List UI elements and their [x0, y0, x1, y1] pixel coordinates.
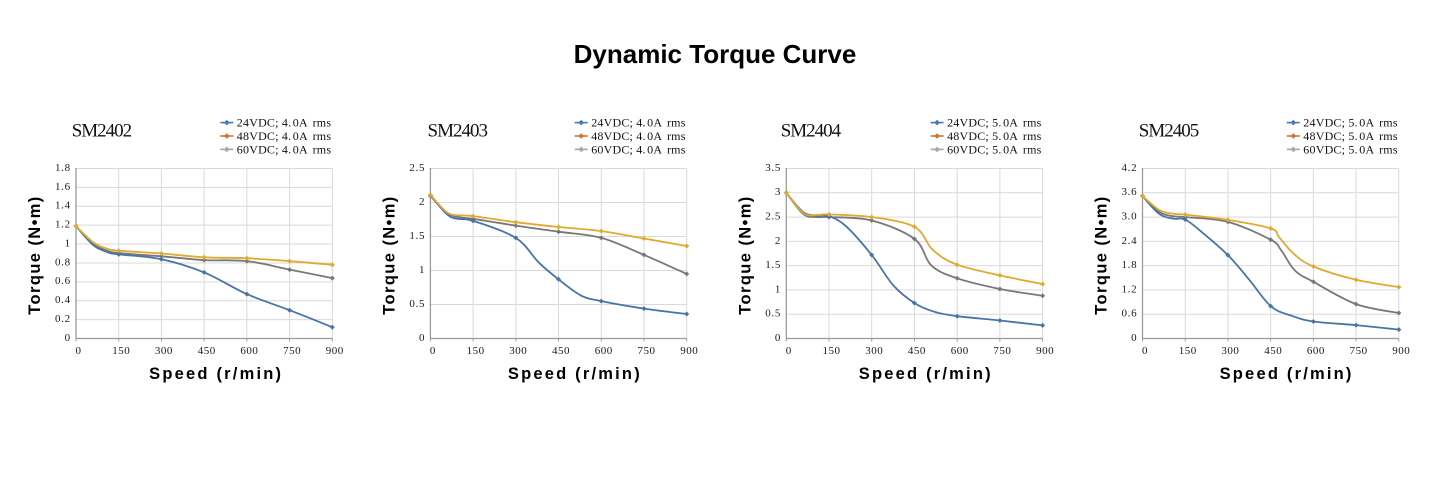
svg-text:1: 1 [65, 238, 71, 250]
svg-text:2.5: 2.5 [765, 211, 781, 223]
svg-text:Speed (r/min): Speed (r/min) [859, 365, 993, 383]
svg-text:1.6: 1.6 [55, 181, 71, 193]
svg-text:48VDC; 5.0A rms: 48VDC; 5. 0A rms [947, 129, 1042, 143]
svg-text:0: 0 [76, 345, 82, 357]
svg-text:150: 150 [112, 345, 130, 357]
svg-text:450: 450 [552, 345, 570, 357]
svg-text:0.5: 0.5 [409, 298, 425, 310]
svg-text:0: 0 [786, 345, 792, 357]
svg-text:1.2: 1.2 [55, 219, 71, 231]
svg-text:1.2: 1.2 [1121, 283, 1137, 295]
svg-text:0.5: 0.5 [765, 308, 781, 320]
svg-text:0.4: 0.4 [55, 294, 71, 306]
svg-text:2: 2 [419, 196, 425, 208]
svg-text:0: 0 [775, 332, 781, 344]
svg-text:0: 0 [65, 332, 71, 344]
svg-text:Torque (N•m): Torque (N•m) [736, 195, 754, 314]
svg-text:Speed (r/min): Speed (r/min) [508, 365, 642, 383]
svg-text:3: 3 [775, 186, 781, 198]
svg-text:300: 300 [865, 345, 883, 357]
svg-text:2.5: 2.5 [409, 162, 425, 174]
svg-text:150: 150 [467, 345, 485, 357]
svg-text:600: 600 [951, 345, 969, 357]
svg-text:1: 1 [775, 283, 781, 295]
svg-text:1: 1 [419, 264, 425, 276]
svg-text:1.4: 1.4 [55, 200, 71, 212]
svg-text:Torque (N•m): Torque (N•m) [1093, 195, 1111, 314]
svg-text:24VDC; 4.0A rms: 24VDC; 4. 0A rms [237, 116, 332, 130]
svg-text:48VDC; 5.0A rms: 48VDC; 5. 0A rms [1303, 129, 1398, 143]
svg-text:60VDC; 5.0A rms: 60VDC; 5. 0A rms [947, 142, 1042, 156]
svg-text:150: 150 [823, 345, 841, 357]
svg-text:150: 150 [1179, 345, 1197, 357]
svg-text:900: 900 [1392, 345, 1410, 357]
svg-text:750: 750 [638, 345, 656, 357]
svg-text:3.6: 3.6 [1121, 186, 1137, 198]
svg-text:Speed (r/min): Speed (r/min) [1220, 365, 1354, 383]
svg-text:Torque (N•m): Torque (N•m) [380, 195, 398, 314]
svg-text:SM2405: SM2405 [1139, 120, 1199, 141]
svg-text:2.4: 2.4 [1121, 235, 1137, 247]
svg-text:300: 300 [1221, 345, 1239, 357]
svg-text:4.2: 4.2 [1121, 162, 1137, 174]
svg-text:450: 450 [198, 345, 216, 357]
svg-text:0: 0 [1131, 332, 1137, 344]
svg-text:450: 450 [1264, 345, 1282, 357]
svg-text:48VDC; 4.0A rms: 48VDC; 4. 0A rms [237, 129, 332, 143]
svg-text:300: 300 [509, 345, 527, 357]
svg-text:0: 0 [1142, 345, 1148, 357]
svg-text:1.5: 1.5 [409, 230, 425, 242]
svg-text:SM2404: SM2404 [781, 120, 842, 141]
svg-text:24VDC; 4.0A rms: 24VDC; 4. 0A rms [591, 116, 686, 130]
svg-text:SM2402: SM2402 [72, 120, 132, 141]
svg-text:750: 750 [1350, 345, 1368, 357]
svg-text:900: 900 [680, 345, 698, 357]
svg-text:600: 600 [1307, 345, 1325, 357]
svg-text:1.5: 1.5 [765, 259, 781, 271]
svg-text:0.8: 0.8 [55, 256, 71, 268]
svg-text:300: 300 [155, 345, 173, 357]
svg-text:1.8: 1.8 [55, 162, 71, 174]
svg-text:24VDC; 5.0A rms: 24VDC; 5. 0A rms [947, 116, 1042, 130]
svg-text:0: 0 [419, 332, 425, 344]
svg-text:900: 900 [1036, 345, 1054, 357]
svg-text:1.8: 1.8 [1121, 259, 1137, 271]
svg-text:60VDC; 5.0A rms: 60VDC; 5. 0A rms [1303, 142, 1398, 156]
svg-text:Torque (N•m): Torque (N•m) [26, 195, 44, 314]
svg-text:2: 2 [775, 235, 781, 247]
svg-text:Speed (r/min): Speed (r/min) [149, 365, 283, 383]
svg-text:450: 450 [908, 345, 926, 357]
svg-text:0.6: 0.6 [55, 275, 71, 287]
svg-text:600: 600 [240, 345, 258, 357]
svg-text:SM2403: SM2403 [428, 120, 488, 141]
svg-text:0: 0 [430, 345, 436, 357]
svg-text:0.2: 0.2 [55, 313, 71, 325]
svg-text:24VDC; 5.0A rms: 24VDC; 5. 0A rms [1303, 116, 1398, 130]
svg-text:48VDC; 4.0A rms: 48VDC; 4. 0A rms [591, 129, 686, 143]
svg-text:900: 900 [326, 345, 344, 357]
svg-text:750: 750 [993, 345, 1011, 357]
svg-text:750: 750 [283, 345, 301, 357]
svg-text:60VDC; 4.0A rms: 60VDC; 4. 0A rms [591, 142, 686, 156]
svg-text:0.6: 0.6 [1121, 308, 1137, 320]
svg-text:600: 600 [595, 345, 613, 357]
svg-text:60VDC; 4.0A rms: 60VDC; 4. 0A rms [237, 142, 332, 156]
svg-text:3.0: 3.0 [1121, 211, 1137, 223]
svg-text:3.5: 3.5 [765, 162, 781, 174]
